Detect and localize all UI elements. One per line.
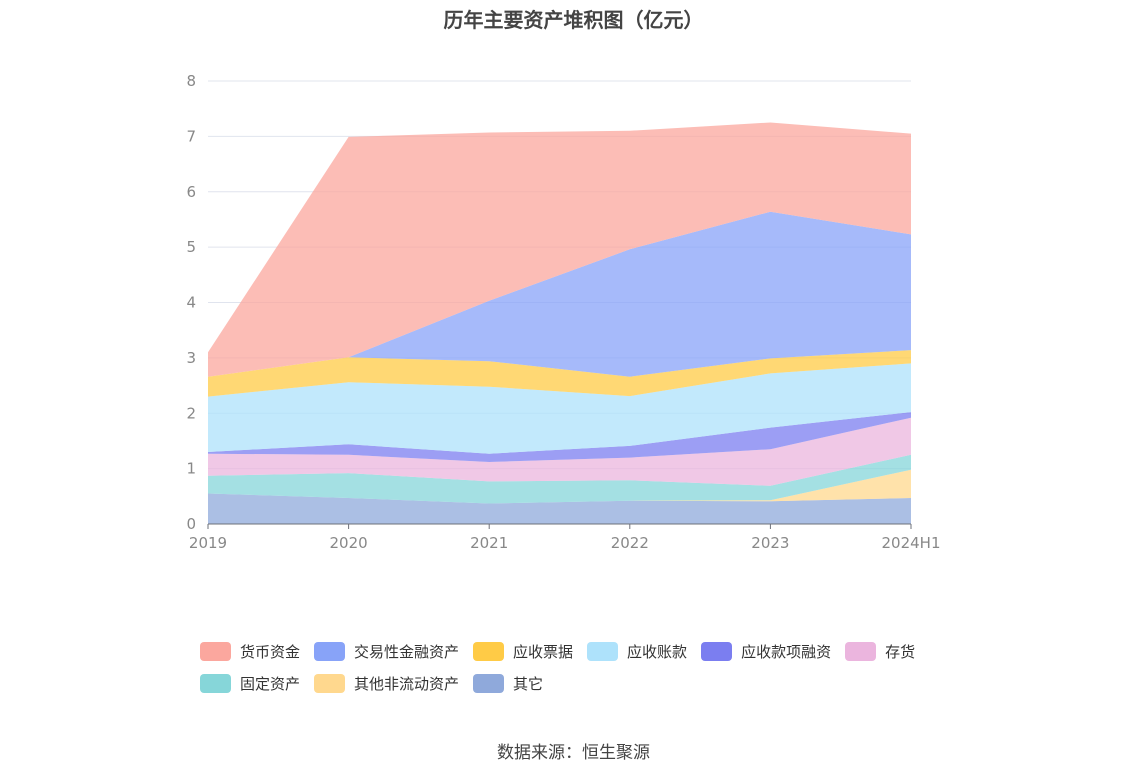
legend-label: 固定资产: [240, 674, 301, 693]
legend-label: 应收账款: [627, 642, 688, 661]
legend-label: 存货: [885, 642, 916, 661]
legend-item[interactable]: 固定资产: [200, 672, 300, 694]
area-series-3: [208, 417, 911, 486]
y-tick-label: 6: [186, 183, 196, 201]
legend-item[interactable]: 货币资金: [200, 640, 300, 662]
area-series: [208, 122, 911, 524]
y-tick-label: 3: [186, 349, 196, 367]
legend-swatch: [314, 673, 346, 693]
area-series-5: [208, 363, 911, 454]
area-series-4: [208, 412, 911, 462]
legend-swatch: [473, 641, 505, 661]
legend-label: 交易性金融资产: [354, 642, 460, 661]
x-tick-label: 2024H1: [882, 534, 941, 552]
x-tick-label: 2022: [611, 534, 649, 552]
legend-item[interactable]: 应收票据: [473, 640, 573, 662]
area-series-2: [208, 454, 911, 504]
y-tick-label: 7: [186, 127, 196, 145]
y-tick-label: 2: [186, 404, 196, 422]
x-tick-label: 2021: [470, 534, 508, 552]
y-tick-label: 1: [186, 460, 196, 478]
legend-item[interactable]: 交易性金融资产: [314, 640, 459, 662]
legend-label: 其它: [513, 674, 544, 693]
legend-item[interactable]: 其他非流动资产: [314, 672, 459, 694]
area-series-8: [208, 122, 911, 377]
legend-swatch: [314, 641, 346, 661]
legend-label: 货币资金: [240, 642, 301, 661]
area-series-7: [208, 211, 911, 377]
y-tick-label: 4: [186, 294, 196, 312]
legend-item[interactable]: 应收款项融资: [701, 640, 831, 662]
legend-item[interactable]: 存货: [845, 640, 915, 662]
x-tick-label: 2020: [330, 534, 368, 552]
legend-swatch: [845, 641, 877, 661]
area-series-6: [208, 350, 911, 397]
x-tick-label: 2019: [189, 534, 227, 552]
axes: 0 1 2 3 4 5 6 7 8 2019 2020 2021 2022 2023 2024H1: [186, 72, 940, 552]
legend-swatch: [200, 673, 231, 693]
legend-label: 其他非流动资产: [354, 674, 460, 693]
chart-title: 历年主要资产堆积图（亿元）: [443, 8, 704, 32]
legend-swatch: [701, 641, 733, 661]
area-series-0: [208, 493, 911, 524]
x-tick-label: 2023: [751, 534, 789, 552]
legend-swatch: [587, 641, 619, 661]
legend-item[interactable]: 其它: [473, 672, 543, 694]
y-tick-label: 5: [186, 238, 196, 256]
legend-swatch: [473, 673, 505, 693]
legend: 货币资金 交易性金融资产 应收票据 应收账款 应收款项融资 存货固定资产 其他非流动资产 其它: [200, 640, 960, 694]
legend-label: 应收票据: [513, 642, 574, 661]
y-tick-label: 8: [186, 72, 196, 90]
y-tick-label: 0: [186, 515, 196, 533]
source-note: 数据来源：恒生聚源: [497, 743, 650, 763]
legend-label: 应收款项融资: [741, 642, 832, 661]
legend-item[interactable]: 应收账款: [587, 640, 687, 662]
legend-swatch: [200, 641, 231, 661]
